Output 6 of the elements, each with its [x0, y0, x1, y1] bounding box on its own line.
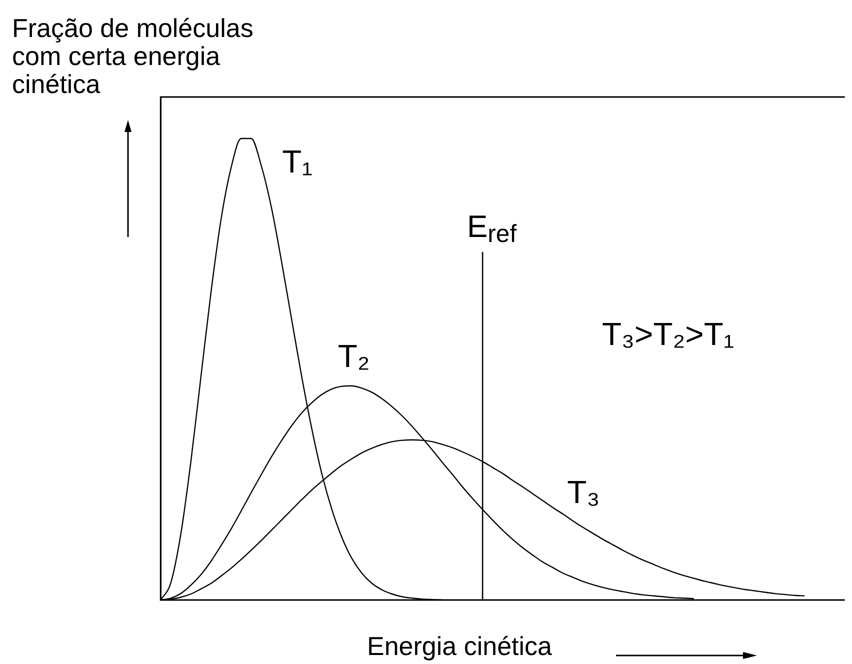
x-axis-title: Energia cinética: [367, 631, 553, 661]
series-label: T₁: [282, 144, 313, 180]
y-axis-title: Fração de moléculas com certa energia cinética: [12, 13, 254, 99]
series-label: T₂: [338, 338, 370, 374]
series-label: T₃: [567, 474, 600, 510]
annotation: T₃>T₂>T₁: [602, 316, 734, 352]
